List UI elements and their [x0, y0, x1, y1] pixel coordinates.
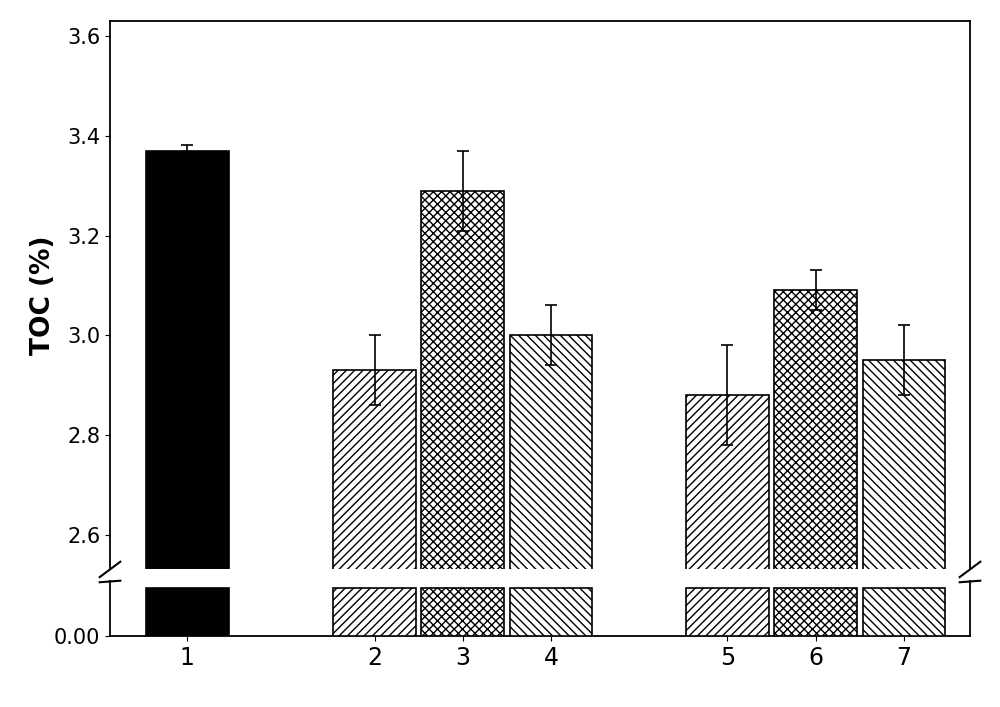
Bar [863, 360, 945, 707]
Bar [333, 588, 416, 636]
Bar [421, 191, 504, 707]
Y-axis label: TOC (%): TOC (%) [30, 235, 56, 355]
Bar [863, 588, 945, 636]
Bar [686, 588, 769, 636]
Bar [333, 370, 416, 707]
Bar [421, 588, 504, 636]
Bar [146, 151, 229, 707]
Bar [510, 335, 592, 707]
Bar [774, 588, 857, 636]
Bar [146, 588, 229, 636]
Bar [510, 588, 592, 636]
Bar [686, 395, 769, 707]
Bar [774, 291, 857, 707]
